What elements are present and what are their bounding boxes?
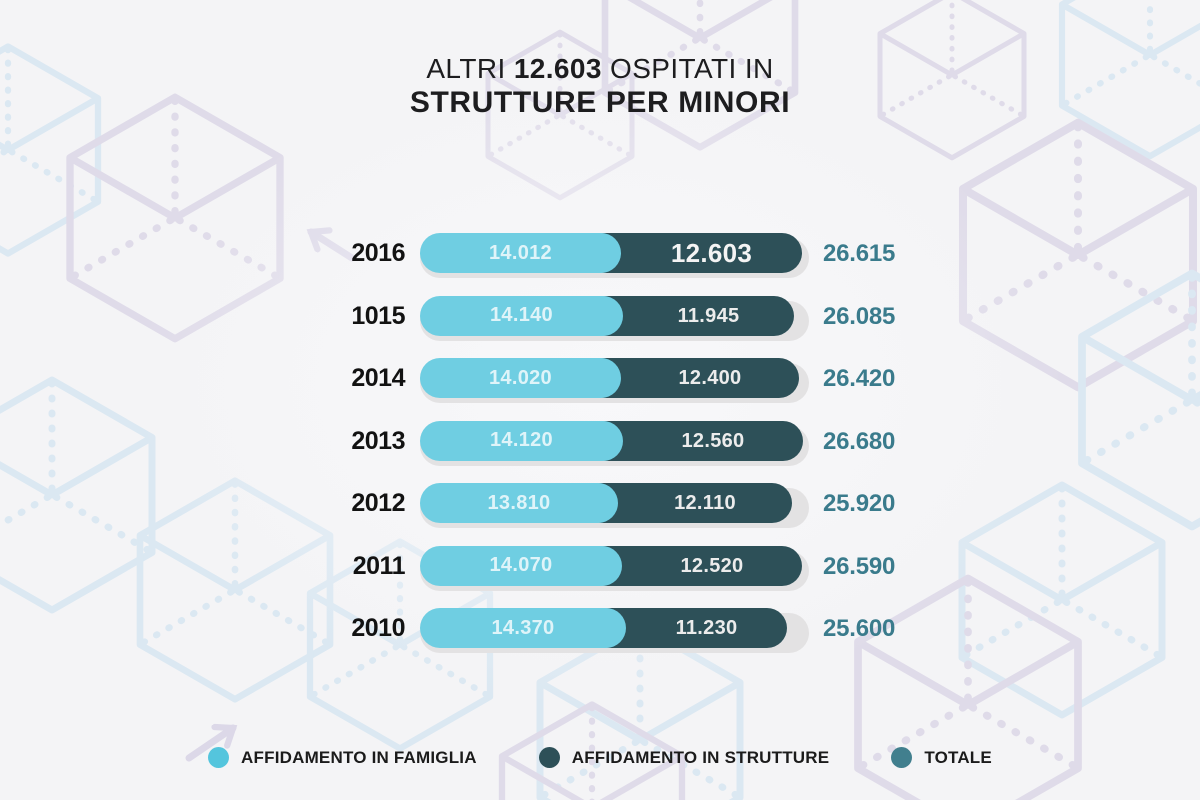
title-suffix: OSPITATI IN: [610, 53, 774, 84]
strutture-value: 12.520: [680, 554, 744, 577]
famiglia-bar: 14.012: [420, 233, 621, 273]
year-label: 2012: [351, 489, 405, 517]
famiglia-bar: 14.370: [420, 608, 626, 648]
chart-title: ALTRI 12.603 OSPITATI IN STRUTTURE PER M…: [0, 52, 1200, 120]
total-value: 26.420: [823, 365, 896, 392]
strutture-value: 12.603: [670, 238, 753, 268]
bar-area: 13.810 12.110: [420, 483, 809, 528]
chart-legend: AFFIDAMENTO IN FAMIGLIA AFFIDAMENTO IN S…: [0, 747, 1200, 768]
year-label: 2014: [351, 364, 405, 392]
famiglia-value: 14.020: [489, 366, 552, 389]
strutture-value: 12.110: [674, 492, 736, 514]
strutture-value: 12.400: [678, 367, 742, 389]
year-label: 2011: [352, 551, 406, 580]
bar-area: 14.120 12.560: [420, 420, 809, 466]
famiglia-bar: 14.120: [420, 420, 623, 461]
year-label: 2016: [351, 239, 405, 267]
bar-chart: 2016 14.012 12.603 26.615 1015 14.140 11…: [335, 233, 955, 671]
famiglia-value: 13.810: [487, 491, 551, 514]
total-value: 25.920: [823, 490, 896, 517]
legend-item: AFFIDAMENTO IN STRUTTURE: [538, 747, 830, 768]
famiglia-value: 14.120: [490, 429, 553, 451]
title-highlight-number: 12.603: [513, 53, 602, 84]
famiglia-bar: 14.020: [420, 358, 621, 398]
total-value: 26.615: [823, 240, 896, 267]
bar-area: 14.370 11.230: [420, 608, 809, 653]
total-value: 26.590: [823, 552, 896, 580]
legend-label: TOTALE: [924, 747, 992, 767]
famiglia-value: 14.012: [489, 241, 552, 264]
chart-row: 2013 14.120 12.560 26.680: [335, 420, 955, 466]
strutture-value: 11.945: [677, 304, 740, 327]
chart-row: 2014 14.020 12.400 26.420: [335, 358, 955, 403]
legend-dot-icon: [538, 747, 560, 768]
year-label: 2013: [351, 426, 405, 455]
famiglia-value: 14.140: [490, 304, 553, 326]
chart-row: 2012 13.810 12.110 25.920: [335, 483, 955, 528]
famiglia-value: 14.070: [489, 554, 553, 576]
bar-area: 14.140 11.945: [420, 295, 809, 341]
total-value: 26.680: [823, 427, 896, 455]
legend-label: AFFIDAMENTO IN FAMIGLIA: [241, 747, 477, 767]
chart-row: 2011 14.070 12.520 26.590: [335, 545, 955, 591]
legend-dot-icon: [891, 747, 913, 768]
strutture-value: 11.230: [675, 617, 738, 639]
legend-dot-icon: [208, 747, 230, 768]
bar-area: 14.012 12.603: [420, 233, 809, 278]
chart-row: 2010 14.370 11.230 25.600: [335, 608, 955, 653]
total-value: 26.085: [823, 302, 896, 330]
chart-row: 2016 14.012 12.603 26.615: [335, 233, 955, 278]
famiglia-bar: 14.070: [420, 545, 622, 586]
chart-title-line1: ALTRI 12.603 OSPITATI IN: [0, 52, 1200, 85]
famiglia-bar: 13.810: [420, 483, 618, 523]
year-label: 2010: [351, 614, 405, 642]
bar-area: 14.070 12.520: [420, 545, 809, 591]
bar-area: 14.020 12.400: [420, 358, 809, 403]
year-label: 1015: [351, 301, 405, 330]
strutture-value: 12.560: [681, 429, 745, 452]
legend-item: TOTALE: [891, 747, 992, 768]
chart-title-line2: STRUTTURE PER MINORI: [409, 86, 791, 120]
famiglia-value: 14.370: [491, 616, 555, 639]
legend-label: AFFIDAMENTO IN STRUTTURE: [571, 747, 830, 767]
famiglia-bar: 14.140: [420, 295, 623, 336]
legend-item: AFFIDAMENTO IN FAMIGLIA: [208, 747, 477, 768]
title-prefix: ALTRI: [426, 53, 506, 84]
chart-row: 1015 14.140 11.945 26.085: [335, 295, 955, 341]
total-value: 25.600: [823, 615, 896, 642]
